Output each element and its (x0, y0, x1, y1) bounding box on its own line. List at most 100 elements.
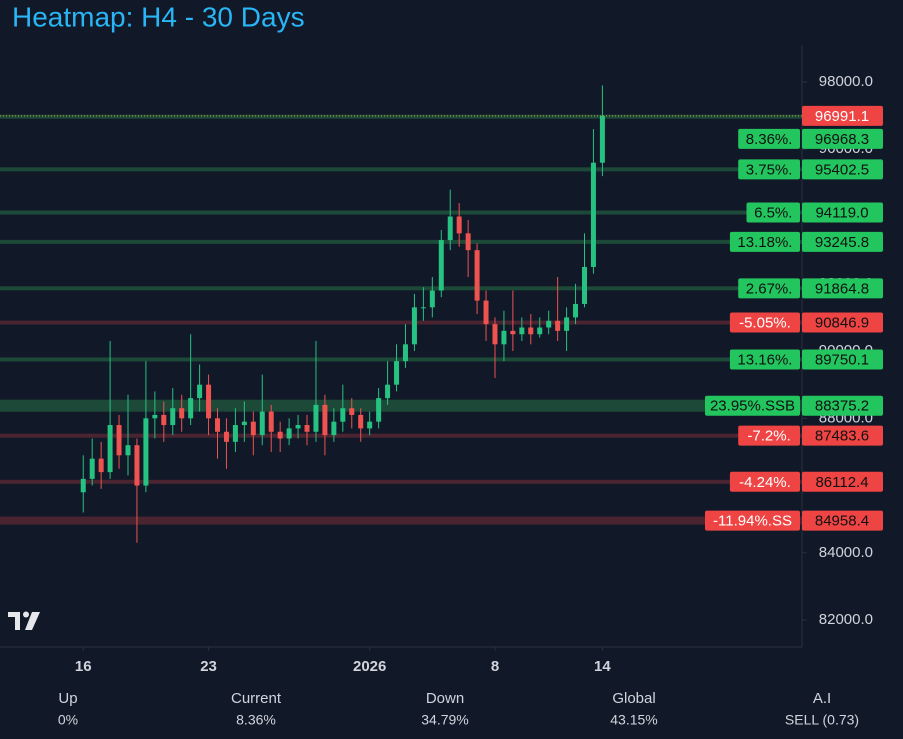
candle-body (268, 411, 274, 432)
level-band (0, 239, 802, 244)
candle-body (152, 414, 158, 419)
level-price-box (802, 128, 883, 149)
candle-body (250, 421, 256, 436)
candle-body (188, 398, 194, 419)
level-price-label: 84958.4 (815, 513, 869, 530)
level-tag-box (738, 159, 800, 180)
current-price-box (802, 105, 883, 126)
candle-body (483, 300, 489, 325)
level-tag-label: -7.2%. (747, 428, 790, 445)
candle-body (286, 428, 292, 439)
tradingview-logo (8, 611, 40, 630)
candle-body (564, 317, 570, 331)
stat-header: Current (231, 690, 282, 707)
x-tick-label: 8 (491, 658, 499, 675)
candle-body (438, 240, 444, 291)
candle-body (313, 404, 319, 432)
candle-body (590, 162, 596, 267)
level-price-box (802, 312, 883, 333)
current-price-label: 96991.1 (815, 108, 869, 125)
x-tick-label: 14 (594, 658, 611, 675)
level-band (0, 399, 802, 412)
level-tag-box (746, 202, 800, 223)
candle-body (546, 320, 552, 328)
level-tag-label: 2.67%. (746, 280, 793, 297)
level-tag-label: 13.18%. (737, 234, 792, 251)
stat-header: Global (612, 690, 655, 707)
candle-body (206, 384, 212, 419)
candle-body (259, 411, 265, 436)
candle-body (519, 327, 525, 335)
level-band (0, 357, 802, 362)
candle-body (420, 307, 426, 309)
level-tag-box (729, 312, 800, 333)
level-tag-label: 23.95%.SSB (710, 398, 795, 415)
level-price-box (802, 159, 883, 180)
level-price-box (802, 278, 883, 299)
level-tag-box (705, 395, 800, 416)
level-tag-box (705, 510, 800, 531)
y-tick-label: 82000.0 (819, 611, 873, 628)
candle-body (143, 418, 149, 486)
candle-body (349, 408, 355, 415)
level-price-box (802, 425, 883, 446)
level-price-box (802, 231, 883, 252)
y-tick-label: 98000.0 (819, 73, 873, 90)
level-band (0, 516, 802, 525)
candle-body (116, 425, 122, 456)
level-tag-box (729, 349, 800, 370)
candle-body (573, 303, 579, 318)
candle-body (394, 361, 400, 385)
candle-body (179, 408, 185, 419)
candle-body (528, 327, 534, 335)
chart-title: Heatmap: H4 - 30 Days (12, 1, 305, 32)
level-price-label: 91864.8 (815, 280, 869, 297)
candle-body (456, 216, 462, 234)
level-band (0, 286, 802, 291)
candle-body (89, 458, 95, 479)
candle-body (161, 414, 167, 426)
level-band (0, 320, 802, 325)
candle-body (98, 458, 104, 473)
level-price-label: 93245.8 (815, 234, 869, 251)
y-tick-label: 84000.0 (819, 544, 873, 561)
candle-body (80, 478, 86, 493)
level-price-box (802, 471, 883, 492)
candle-body (402, 344, 408, 362)
candle-body (358, 414, 364, 429)
level-tag-label: -11.94%.SS (713, 513, 792, 530)
candle-body (465, 233, 471, 251)
candle-body (215, 418, 221, 432)
level-price-label: 88375.2 (815, 398, 869, 415)
level-price-label: 94119.0 (815, 204, 868, 221)
level-band (0, 114, 802, 119)
candle-body (367, 421, 373, 429)
candle-body (581, 266, 587, 304)
stat-header: Up (58, 690, 77, 707)
level-price-box (802, 510, 883, 531)
level-price-box (802, 395, 883, 416)
level-tag-box (729, 471, 800, 492)
candle-body (429, 290, 435, 308)
level-price-box (802, 202, 883, 223)
candle-body (510, 330, 516, 335)
level-tag-label: 3.75%. (746, 161, 793, 178)
level-tag-box (729, 231, 800, 252)
stat-value: 43.15% (610, 712, 657, 728)
level-tag-label: -5.05%. (739, 315, 791, 332)
level-tag-box (738, 278, 800, 299)
level-band (0, 479, 802, 484)
candle-body (277, 431, 283, 439)
candle-body (197, 384, 203, 399)
candle-body (411, 307, 417, 345)
candle-body (241, 421, 247, 426)
candle-body (474, 250, 480, 301)
level-price-label: 95402.5 (815, 161, 869, 178)
level-price-label: 90846.9 (815, 315, 869, 332)
x-tick-label: 2026 (353, 658, 386, 675)
level-band (0, 433, 802, 438)
candle-body (304, 425, 310, 432)
candle-body (537, 327, 543, 335)
stat-value: 8.36% (236, 712, 276, 728)
